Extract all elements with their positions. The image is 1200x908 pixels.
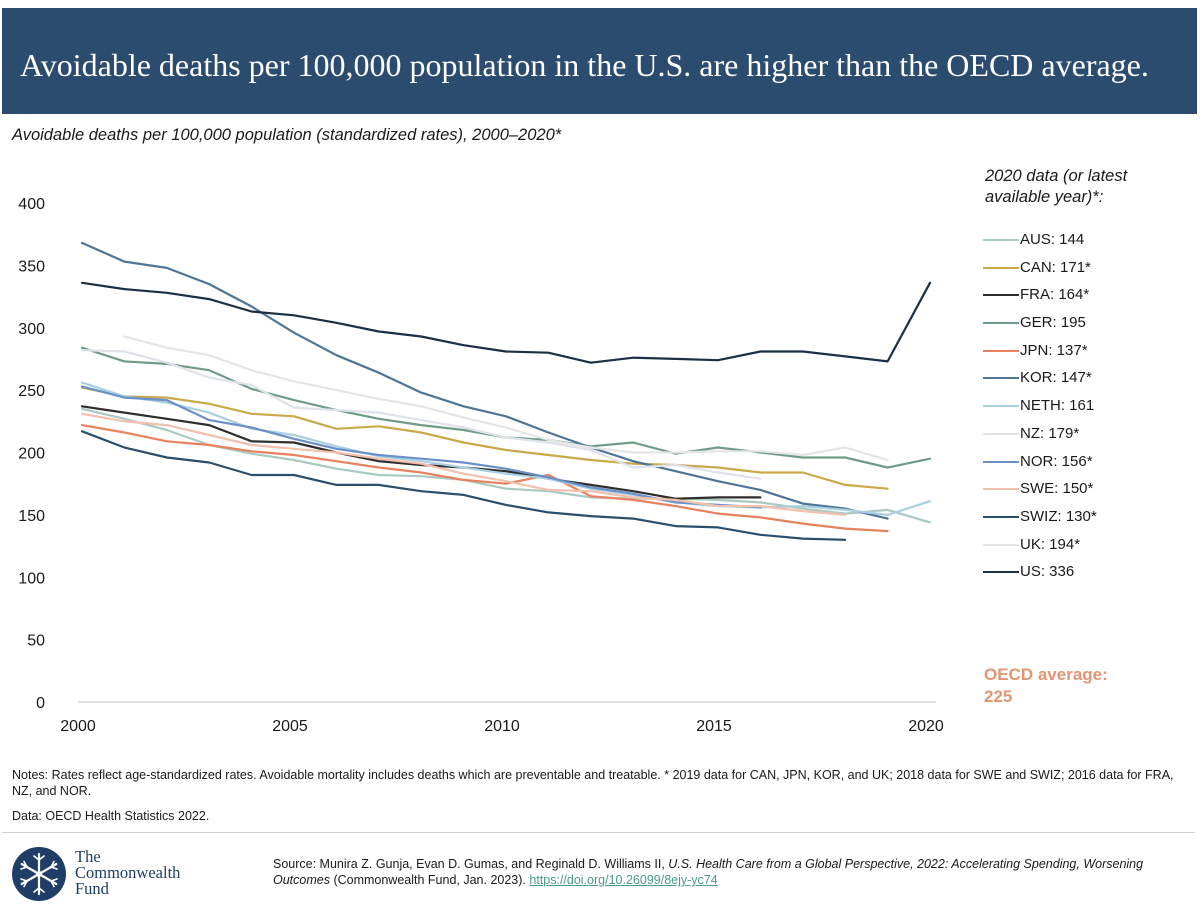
series-line-kor xyxy=(80,241,889,520)
x-tick-label: 2020 xyxy=(908,718,944,735)
legend-swatch xyxy=(983,349,1019,352)
legend-swatch xyxy=(983,294,1019,297)
legend-label: AUS: 144 xyxy=(1020,231,1085,248)
series-line-swe xyxy=(80,412,847,517)
legend-label: NZ: 179* xyxy=(1020,424,1080,442)
series-line-us xyxy=(80,281,932,364)
legend-label: CAN: 171* xyxy=(1020,258,1091,276)
legend-title: 2020 data (or latest available year)*: xyxy=(985,167,1128,206)
notes-text: Notes: Rates reflect age-standardized ra… xyxy=(12,768,1174,798)
series-line-nor xyxy=(80,385,762,509)
notes: Notes: Rates reflect age-standardized ra… xyxy=(12,767,1182,833)
series-line-neth xyxy=(80,381,932,517)
series-line-fra xyxy=(80,405,762,500)
series-line-can xyxy=(80,386,889,490)
y-tick-label: 150 xyxy=(18,508,45,525)
legend-swatch xyxy=(983,543,1019,546)
legend-swatch xyxy=(983,515,1019,518)
legend-label: NOR: 156* xyxy=(1020,452,1093,470)
source-suffix: (Commonwealth Fund, Jan. 2023). xyxy=(329,873,530,887)
y-tick-label: 350 xyxy=(18,258,45,275)
title-banner: Avoidable deaths per 100,000 population … xyxy=(2,8,1197,114)
legend-swatch xyxy=(983,377,1019,380)
series-line-swiz xyxy=(80,430,847,541)
legend-swatch xyxy=(983,239,1019,241)
legend-swatch xyxy=(983,488,1019,491)
legend-swatch xyxy=(983,266,1019,269)
y-tick-label: 0 xyxy=(36,695,45,712)
y-tick-label: 200 xyxy=(18,446,45,463)
legend-swatch xyxy=(983,432,1019,435)
chart-axes: 0 50 100 150 200 250 300 350 400 2000 2005 2010 2015… xyxy=(18,196,944,735)
legend-label: UK: 194* xyxy=(1020,535,1081,553)
logo-wordmark: The Commonwealth Fund xyxy=(75,847,181,898)
legend-swatch xyxy=(983,460,1019,463)
x-tick-label: 2005 xyxy=(272,718,308,735)
legend-label: KOR: 147* xyxy=(1020,369,1092,387)
legend-swatch xyxy=(983,405,1019,408)
x-tick-label: 2010 xyxy=(484,718,520,735)
legend-label: GER: 195 xyxy=(1020,314,1086,332)
series-line-uk xyxy=(123,335,889,462)
y-tick-label: 100 xyxy=(18,570,45,587)
source-prefix: Source: Munira Z. Gunja, Evan D. Gumas, … xyxy=(273,857,669,871)
legend-label: SWIZ: 130* xyxy=(1020,507,1097,525)
series-line-nz xyxy=(80,349,762,480)
y-tick-label: 250 xyxy=(18,383,45,400)
legend-swatch xyxy=(983,322,1019,325)
source-title: U.S. Health Care from a Global Perspecti… xyxy=(273,857,1144,887)
page-title: Avoidable deaths per 100,000 population … xyxy=(20,47,1149,83)
chart-series xyxy=(80,241,932,541)
data-source-text: Data: OECD Health Statistics 2022. xyxy=(12,809,210,823)
legend-label: US: 336 xyxy=(1020,563,1075,581)
x-tick-label: 2015 xyxy=(696,718,732,735)
series-line-jpn xyxy=(80,424,889,533)
line-chart: 0 50 100 150 200 250 300 350 400 2000 2005 2010 2015… xyxy=(18,196,944,735)
oecd-average-label: OECD average: xyxy=(984,665,1108,684)
legend-label: SWE: 150* xyxy=(1020,480,1094,498)
x-tick-label: 2000 xyxy=(60,718,96,735)
oecd-average: OECD average: 225 xyxy=(984,664,1154,708)
y-tick-label: 300 xyxy=(18,321,45,338)
divider xyxy=(2,832,1195,833)
legend-label: JPN: 137* xyxy=(1020,341,1088,359)
y-tick-label: 400 xyxy=(18,196,45,213)
y-tick-label: 50 xyxy=(27,633,45,650)
source-doi-link[interactable]: https://doi.org/10.26099/8ejy-yc74 xyxy=(529,873,718,887)
source-citation: Source: Munira Z. Gunja, Evan D. Gumas, … xyxy=(273,856,1173,888)
snowflake-logo-icon xyxy=(12,847,66,901)
legend-label: FRA: 164* xyxy=(1020,286,1090,304)
legend-swatch xyxy=(983,571,1019,574)
oecd-average-value: 225 xyxy=(984,687,1013,706)
legend-label: NETH: 161 xyxy=(1020,397,1095,415)
commonwealth-fund-logo: The Commonwealth Fund xyxy=(10,845,210,901)
chart-subtitle: Avoidable deaths per 100,000 population … xyxy=(12,126,562,144)
